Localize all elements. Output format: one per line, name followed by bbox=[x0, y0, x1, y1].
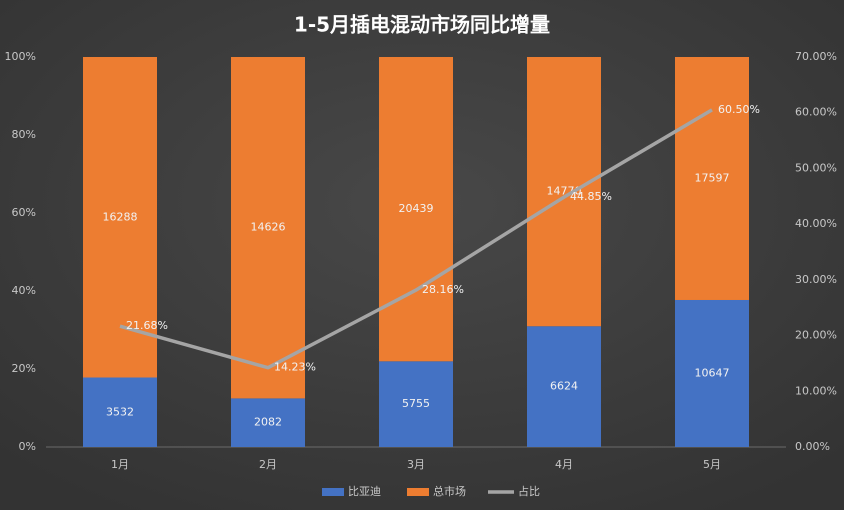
legend-swatch bbox=[322, 488, 344, 496]
y2-tick-label: 40.00% bbox=[795, 217, 837, 230]
y-tick-label: 100% bbox=[5, 50, 36, 63]
bar-segment bbox=[379, 57, 453, 362]
y2-tick-label: 20.00% bbox=[795, 329, 837, 342]
bar-segment bbox=[379, 361, 453, 447]
x-tick-label: 3月 bbox=[407, 458, 425, 471]
legend-label: 总市场 bbox=[433, 484, 466, 498]
line-label: 14.23% bbox=[274, 361, 316, 374]
bar-segment bbox=[83, 377, 157, 447]
x-tick-label: 4月 bbox=[555, 458, 573, 471]
y2-tick-label: 30.00% bbox=[795, 273, 837, 286]
data-label: 20439 bbox=[399, 202, 434, 215]
data-label: 3532 bbox=[106, 405, 134, 418]
bar-segment bbox=[231, 57, 305, 399]
y2-tick-label: 70.00% bbox=[795, 50, 837, 63]
bar-segment bbox=[675, 57, 749, 300]
line-label: 21.68% bbox=[126, 319, 168, 332]
y2-tick-label: 60.00% bbox=[795, 106, 837, 119]
legend-label: 占比 bbox=[518, 484, 540, 498]
legend-swatch bbox=[407, 488, 429, 496]
data-label: 6624 bbox=[550, 380, 578, 393]
data-label: 10647 bbox=[695, 366, 730, 379]
y-tick-label: 40% bbox=[12, 284, 36, 297]
data-label: 2082 bbox=[254, 416, 282, 429]
line-label: 44.85% bbox=[570, 190, 612, 203]
bar-segment bbox=[675, 299, 749, 447]
bar-segment bbox=[527, 326, 601, 447]
data-label: 14626 bbox=[251, 221, 286, 234]
y-tick-label: 80% bbox=[12, 128, 36, 141]
y2-tick-label: 50.00% bbox=[795, 161, 837, 174]
data-label: 17597 bbox=[695, 171, 730, 184]
x-tick-label: 2月 bbox=[259, 458, 277, 471]
line-label: 28.16% bbox=[422, 283, 464, 296]
y2-tick-label: 0.00% bbox=[795, 440, 830, 453]
bar-segment bbox=[231, 398, 305, 447]
y-tick-label: 60% bbox=[12, 206, 36, 219]
chart-title: 1-5月插电混动市场同比增量 bbox=[294, 13, 550, 37]
line-label: 60.50% bbox=[718, 103, 760, 116]
bar-segment bbox=[527, 57, 601, 327]
y2-tick-label: 10.00% bbox=[795, 384, 837, 397]
line bbox=[119, 108, 713, 370]
x-tick-label: 1月 bbox=[111, 458, 129, 471]
y-tick-label: 0% bbox=[19, 440, 36, 453]
data-label: 5755 bbox=[402, 397, 430, 410]
legend-label: 比亚迪 bbox=[348, 485, 381, 498]
data-label: 16288 bbox=[103, 210, 138, 223]
y-tick-label: 20% bbox=[12, 362, 36, 375]
bar-segment bbox=[83, 57, 157, 378]
x-tick-label: 5月 bbox=[703, 458, 721, 471]
data-label: 14770 bbox=[547, 185, 582, 198]
